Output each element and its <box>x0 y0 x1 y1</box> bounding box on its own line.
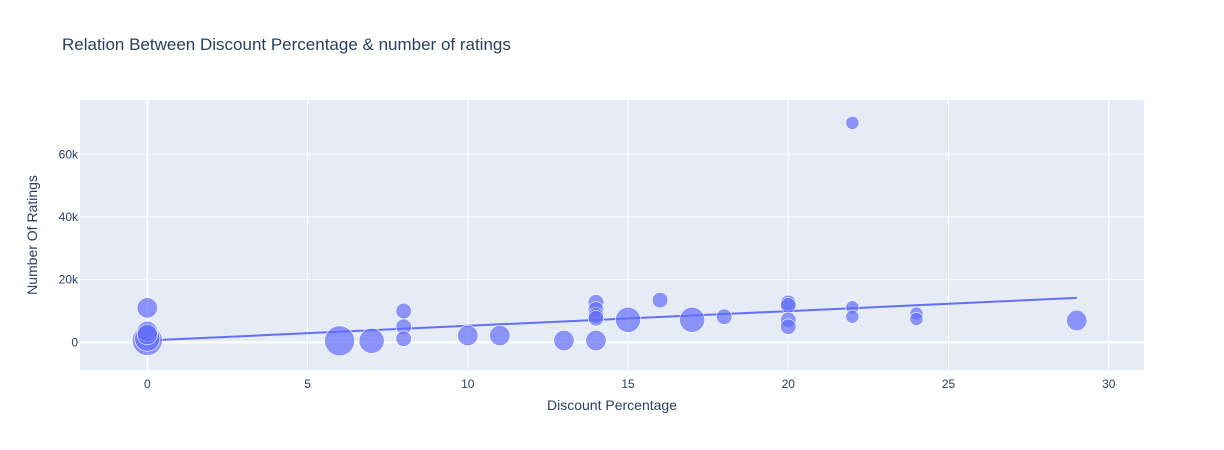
y-axis-label: Number Of Ratings <box>24 175 40 295</box>
scatter-point <box>679 306 706 333</box>
scatter-point <box>651 291 669 309</box>
scatter-point <box>587 310 605 327</box>
x-tick-label: 10 <box>461 377 475 391</box>
y-tick-label: 20k <box>59 273 79 287</box>
scatter-point <box>845 115 860 130</box>
scatter-point <box>716 308 733 325</box>
scatter-point <box>615 306 641 333</box>
scatter-point <box>358 327 385 354</box>
x-axis-label: Discount Percentage <box>547 397 677 413</box>
scatter-point <box>489 325 511 347</box>
trendline-layer <box>147 296 1077 342</box>
y-axis-ticks: 0 20k 40k 60k <box>59 147 79 349</box>
y-tick-label: 60k <box>59 147 79 161</box>
x-tick-label: 20 <box>782 377 796 391</box>
x-tick-label: 25 <box>942 377 956 391</box>
x-tick-label: 5 <box>304 377 311 391</box>
scatter-point <box>1066 309 1088 331</box>
scatter-point <box>395 330 412 347</box>
scatter-point <box>909 311 924 326</box>
scatter-point <box>395 302 412 320</box>
x-tick-label: 15 <box>621 377 635 391</box>
scatter-point <box>780 318 797 335</box>
x-tick-label: 0 <box>144 377 151 391</box>
y-tick-label: 40k <box>59 210 79 224</box>
scatter-point <box>585 330 607 352</box>
scatter-point <box>136 297 158 319</box>
gridlines <box>80 100 1144 370</box>
scatter-point <box>136 324 158 346</box>
scatter-point <box>845 309 860 324</box>
chart-title: Relation Between Discount Percentage & n… <box>62 35 511 54</box>
scatter-point <box>780 297 797 314</box>
scatter-point <box>324 325 355 357</box>
scatter-points <box>132 115 1088 357</box>
scatter-point <box>457 325 479 347</box>
plot-area <box>80 100 1144 370</box>
trendline <box>147 296 1077 342</box>
scatter-point <box>553 330 575 352</box>
x-axis-ticks: 0 5 10 15 20 25 30 <box>144 377 1116 391</box>
y-tick-label: 0 <box>71 335 78 349</box>
x-tick-label: 30 <box>1102 377 1116 391</box>
